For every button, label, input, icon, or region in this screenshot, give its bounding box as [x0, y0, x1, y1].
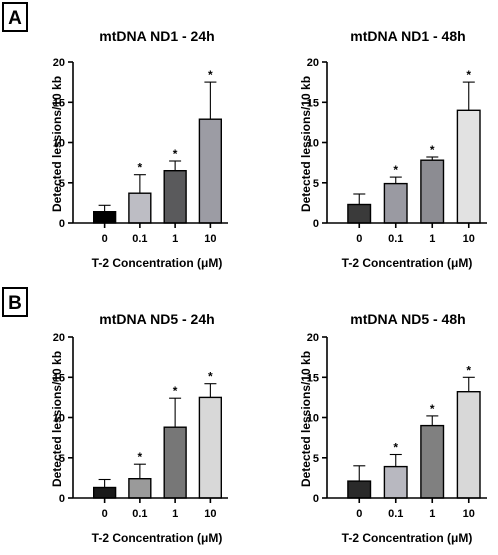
y-tick-label: 5	[59, 178, 65, 190]
significance-mark: *	[466, 363, 471, 377]
panel-label-b-box	[2, 287, 28, 317]
x-axis-title: T-2 Concentration (μM)	[342, 256, 473, 270]
significance-mark: *	[208, 68, 213, 82]
x-axis-title: T-2 Concentration (μM)	[92, 531, 223, 545]
y-tick-label: 20	[53, 332, 65, 344]
y-tick-label: 10	[307, 138, 319, 150]
bar-0	[92, 486, 117, 499]
bar-0	[347, 480, 372, 499]
y-tick-label: 5	[313, 178, 319, 190]
panel-label-a-box	[2, 2, 28, 32]
bar-0	[347, 203, 372, 224]
chart-nd1-24h: mtDNA ND1 - 24h Detected lessions/10 kb …	[50, 28, 228, 270]
y-tick-label: 0	[59, 218, 65, 230]
significance-mark: *	[138, 450, 143, 464]
y-tick-label: 0	[313, 493, 319, 505]
bar-0-1	[128, 478, 152, 499]
bar-0-1	[128, 192, 152, 224]
chart-title: mtDNA ND5 - 48h	[350, 311, 465, 327]
y-tick-label: 0	[59, 493, 65, 505]
x-tick-label: 0.1	[388, 508, 403, 520]
chart-nd5-24h: mtDNA ND5 - 24h Detected lessions/10 kb …	[50, 311, 228, 545]
bar-10	[456, 109, 481, 224]
x-tick-label: 1	[429, 233, 435, 245]
y-tick-label: 20	[53, 57, 65, 69]
chart-title: mtDNA ND1 - 24h	[99, 28, 214, 44]
significance-mark: *	[430, 143, 435, 157]
bar-0	[92, 210, 117, 224]
y-tick-label: 5	[59, 453, 65, 465]
panel-label-b-text: B	[8, 293, 22, 314]
x-tick-label: 0	[356, 233, 362, 245]
bar-10	[198, 396, 222, 499]
y-tick-label: 10	[53, 413, 65, 425]
y-axis-title: Detected lessions/10 kb	[299, 351, 313, 487]
bar-0-1	[383, 465, 408, 499]
significance-mark: *	[393, 163, 398, 177]
y-tick-label: 5	[313, 453, 319, 465]
chart-nd1-48h: mtDNA ND1 - 48h Detected lessions/10 kb …	[299, 28, 487, 270]
x-tick-label: 0.1	[132, 508, 147, 520]
y-axis-title: Detected lessions/10 kb	[299, 76, 313, 212]
significance-mark: *	[138, 161, 143, 175]
significance-mark: *	[393, 441, 398, 455]
bar-1	[163, 426, 187, 499]
y-axis-title: Detected lessions/10 kb	[50, 76, 64, 212]
panel-label-b: B	[2, 287, 28, 317]
significance-mark: *	[173, 384, 178, 398]
x-axis-title: T-2 Concentration (μM)	[92, 256, 223, 270]
significance-mark: *	[173, 147, 178, 161]
y-tick-label: 10	[53, 138, 65, 150]
significance-mark: *	[208, 370, 213, 384]
x-tick-label: 1	[172, 233, 178, 245]
chart-nd5-48h: mtDNA ND5 - 48h Detected lessions/10 kb …	[299, 311, 487, 545]
chart-title: mtDNA ND5 - 24h	[99, 311, 214, 327]
x-tick-label: 0.1	[132, 233, 147, 245]
chart-title: mtDNA ND1 - 48h	[350, 28, 465, 44]
x-tick-label: 0.1	[388, 233, 403, 245]
bar-0-1	[383, 182, 408, 224]
panel-label-a: A	[2, 2, 28, 32]
y-tick-label: 15	[307, 97, 319, 109]
x-tick-label: 10	[463, 233, 475, 245]
bar-10	[198, 118, 222, 224]
x-axis-title: T-2 Concentration (μM)	[342, 531, 473, 545]
y-tick-label: 0	[313, 218, 319, 230]
y-tick-label: 20	[307, 57, 319, 69]
x-tick-label: 0	[102, 233, 108, 245]
y-tick-label: 20	[307, 332, 319, 344]
x-tick-label: 0	[102, 508, 108, 520]
bar-10	[456, 391, 481, 499]
y-axis-title: Detected lessions/10 kb	[50, 351, 64, 487]
significance-mark: *	[466, 68, 471, 82]
x-tick-label: 1	[429, 508, 435, 520]
x-tick-label: 10	[204, 508, 216, 520]
x-tick-label: 1	[172, 508, 178, 520]
y-tick-label: 15	[53, 372, 65, 384]
y-tick-label: 15	[53, 97, 65, 109]
significance-mark: *	[430, 402, 435, 416]
y-tick-label: 10	[307, 413, 319, 425]
panel-label-a-text: A	[8, 8, 22, 29]
x-tick-label: 10	[204, 233, 216, 245]
bar-1	[163, 169, 187, 224]
bar-1	[420, 159, 445, 224]
bar-1	[420, 424, 445, 499]
x-tick-label: 10	[463, 508, 475, 520]
x-tick-label: 0	[356, 508, 362, 520]
y-tick-label: 15	[307, 372, 319, 384]
